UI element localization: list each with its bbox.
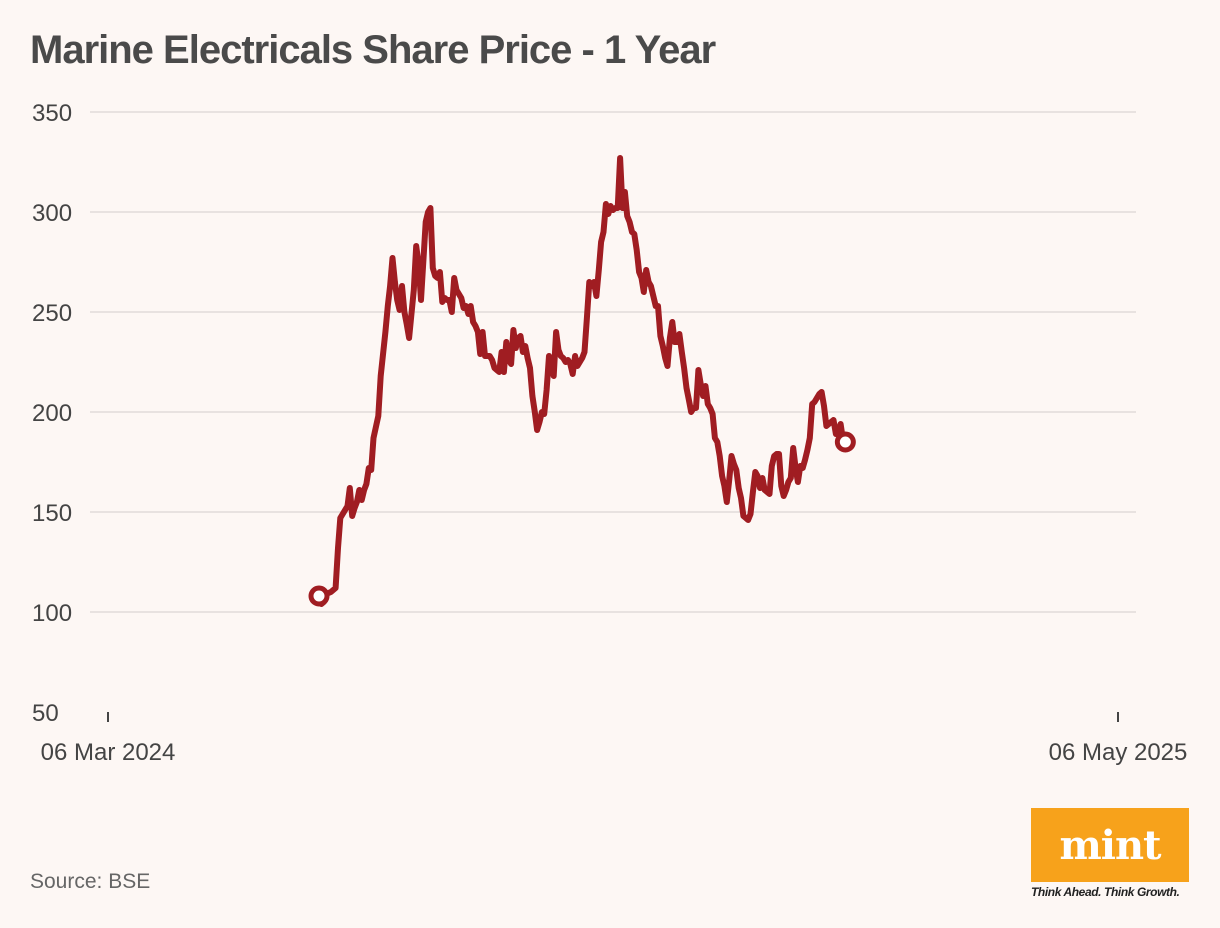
price-line [316,155,849,607]
gridlines [90,111,1136,613]
x-tick-label-end: 06 May 2025 [1049,739,1188,766]
y-tick-label: 200 [32,400,72,427]
end-point-marker [834,431,856,453]
y-tick-label: 50 [32,700,59,727]
start-point-marker [308,585,330,607]
x-tick-label-start: 06 Mar 2024 [41,739,176,766]
logo-tagline: Think Ahead. Think Growth. [1031,885,1180,899]
y-tick-label: 100 [32,600,72,627]
y-tick-label: 150 [32,500,72,527]
y-tick-label: 350 [32,100,72,127]
x-axis: 06 Mar 2024 06 May 2025 [41,712,1188,766]
y-axis-ticks: 50 100 150 200 250 300 350 [32,100,72,727]
y-tick-label: 300 [32,200,72,227]
logo-wordmark: mint [1059,821,1161,869]
y-tick-label: 250 [32,300,72,327]
mint-logo: mint [1031,808,1189,882]
chart-title: Marine Electricals Share Price - 1 Year [30,28,716,72]
series-layer [308,155,856,607]
source-note: Source: BSE [30,870,151,893]
